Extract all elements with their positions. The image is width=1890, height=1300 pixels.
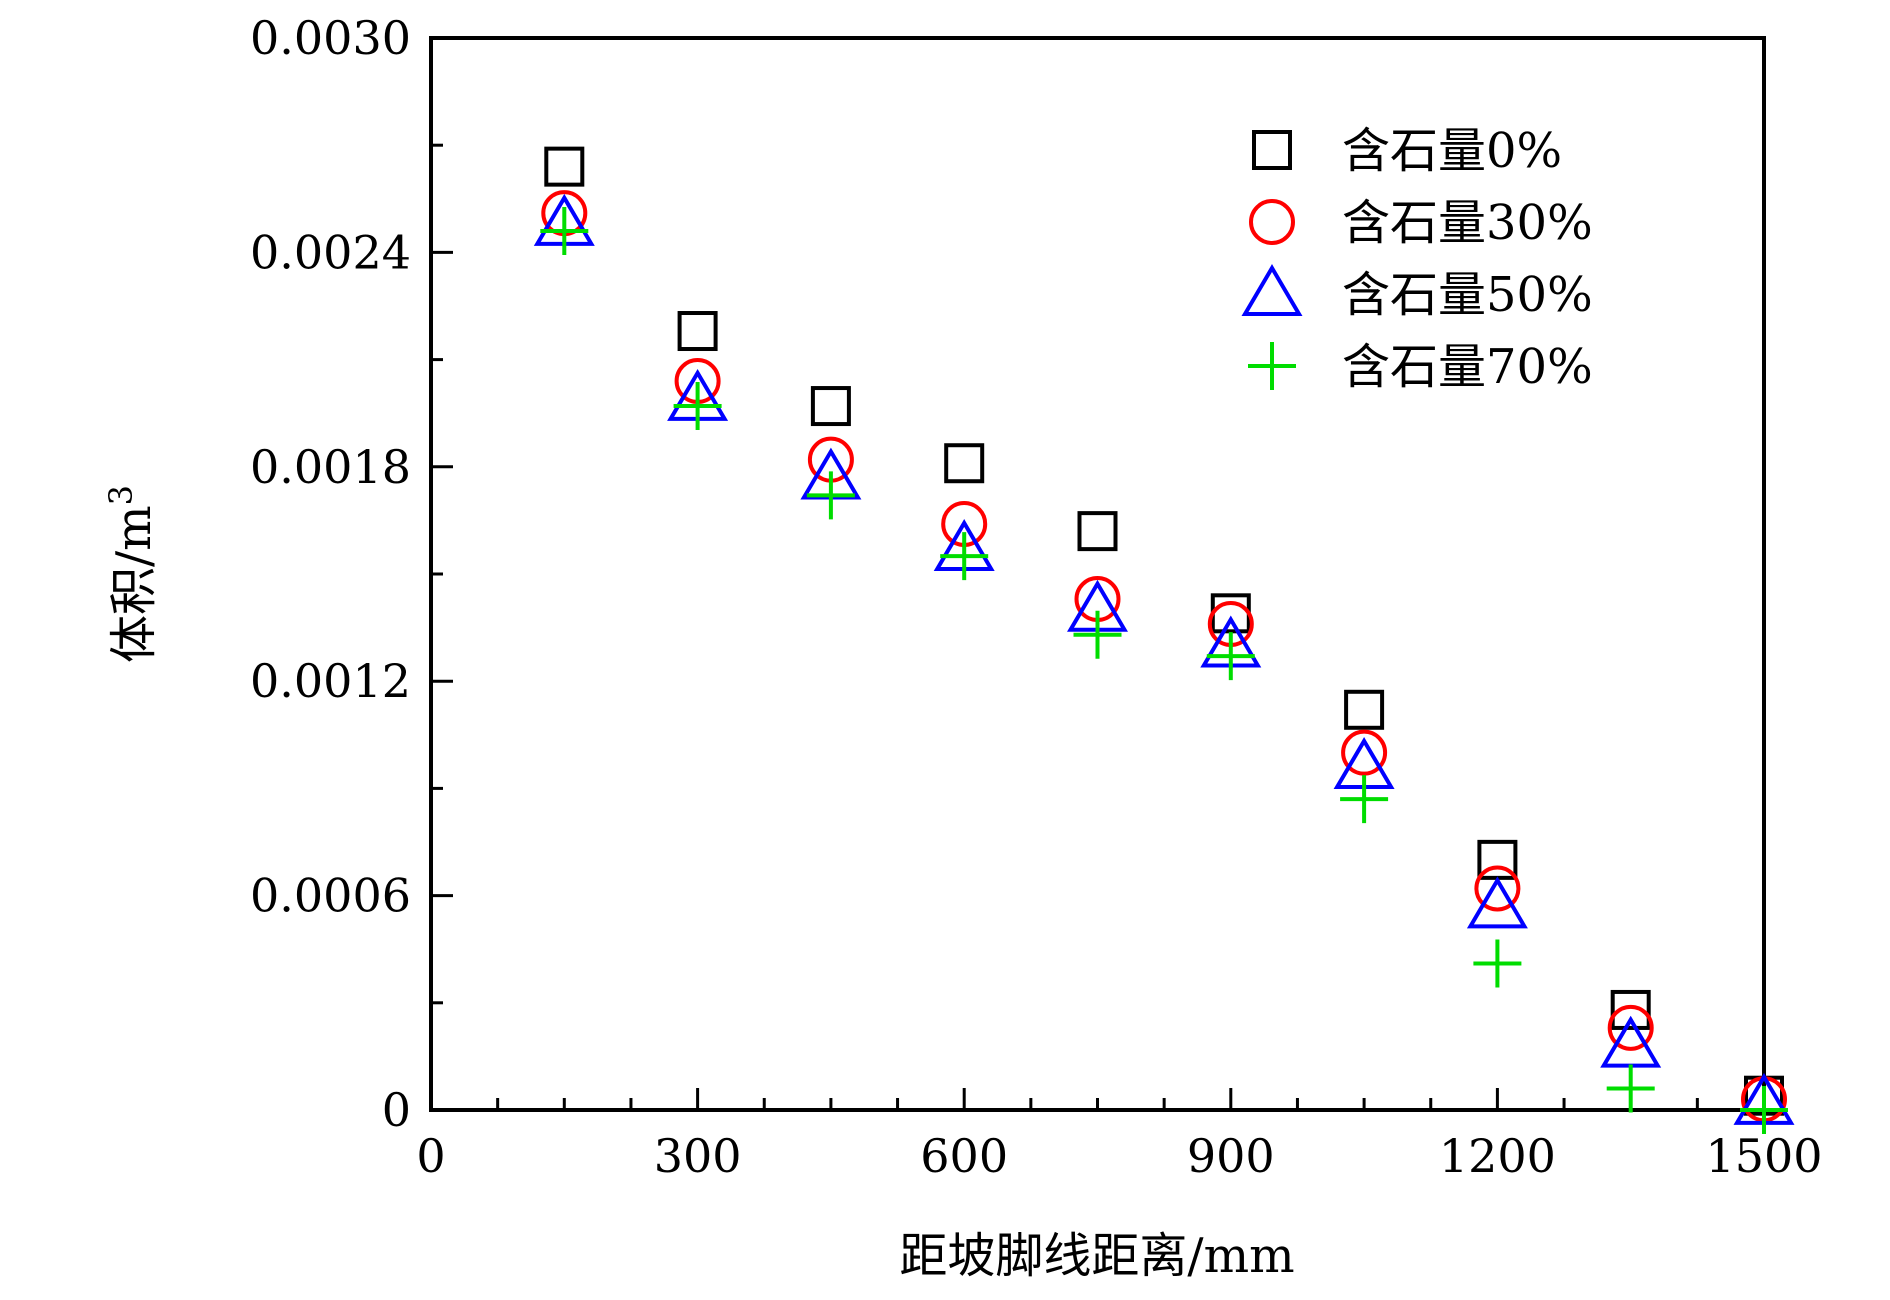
- legend-marker: [1248, 342, 1296, 390]
- axis-tick-labels: 0 300 600 900 1200 1500 0 0.0006 0.0012 0.0018 0.0…: [250, 11, 1823, 1183]
- y-tick-label: 0.0030: [250, 11, 411, 65]
- y-axis-title: 体积/m3: [102, 485, 162, 663]
- x-tick-label: 300: [654, 1129, 742, 1183]
- data-point: [1206, 632, 1255, 681]
- x-axis-title: 距坡脚线距离/mm: [899, 1228, 1294, 1284]
- data-point: [806, 471, 855, 520]
- data-point: [673, 382, 722, 431]
- data-point: [1474, 865, 1521, 912]
- y-tick-label: 0.0018: [250, 440, 411, 494]
- legend-marker: [1249, 199, 1295, 245]
- axis-ticks: [429, 36, 1766, 1112]
- series-plus: [540, 206, 1788, 1134]
- data-point: [1344, 689, 1385, 730]
- data-point: [1210, 593, 1251, 634]
- y-axis-title-main: 体积/m: [106, 505, 162, 663]
- legend-item: 含石量50%: [1241, 264, 1593, 323]
- data-point: [1341, 729, 1388, 776]
- x-tick-label: 1500: [1705, 1129, 1822, 1183]
- data-point: [1610, 989, 1651, 1030]
- data-point: [810, 386, 851, 427]
- data-point: [1073, 610, 1122, 659]
- legend-item: 含石量0%: [1252, 123, 1562, 179]
- y-tick-label: 0.0006: [250, 869, 411, 923]
- data-point: [1077, 511, 1118, 552]
- data-point: [944, 443, 985, 484]
- y-axis-title-superscript: 3: [102, 485, 140, 505]
- data-point: [677, 311, 718, 352]
- legend-item: 含石量30%: [1249, 195, 1593, 251]
- legend-label: 含石量0%: [1342, 123, 1562, 179]
- x-tick-label: 900: [1187, 1129, 1275, 1183]
- series-square: [544, 146, 1784, 1116]
- data-point: [540, 206, 589, 255]
- series-triangle: [533, 193, 1795, 1125]
- data-point: [1466, 876, 1528, 929]
- legend-marker: [1252, 130, 1292, 170]
- x-tick-label: 1200: [1439, 1129, 1556, 1183]
- data-point: [1340, 775, 1389, 824]
- legend-item: 含石量70%: [1248, 339, 1593, 395]
- data-point: [1740, 1086, 1788, 1134]
- x-tick-label: 600: [920, 1129, 1008, 1183]
- y-tick-label: 0: [382, 1083, 411, 1137]
- legend: 含石量0% 含石量30% 含石量50% 含石量70%: [1241, 123, 1593, 395]
- x-tick-label: 0: [416, 1129, 445, 1183]
- legend-label: 含石量70%: [1342, 339, 1593, 395]
- y-tick-label: 0.0012: [250, 654, 411, 708]
- data-point: [1607, 1004, 1654, 1051]
- legend-marker: [1241, 264, 1303, 316]
- y-tick-label: 0.0024: [250, 225, 411, 279]
- data-point: [1606, 1064, 1655, 1113]
- data-point: [1473, 939, 1522, 988]
- data-points: [533, 146, 1795, 1134]
- legend-label: 含石量30%: [1342, 195, 1593, 251]
- data-point: [940, 532, 989, 581]
- series-circle: [541, 190, 1787, 1123]
- data-point: [544, 146, 585, 187]
- legend-label: 含石量50%: [1342, 267, 1593, 323]
